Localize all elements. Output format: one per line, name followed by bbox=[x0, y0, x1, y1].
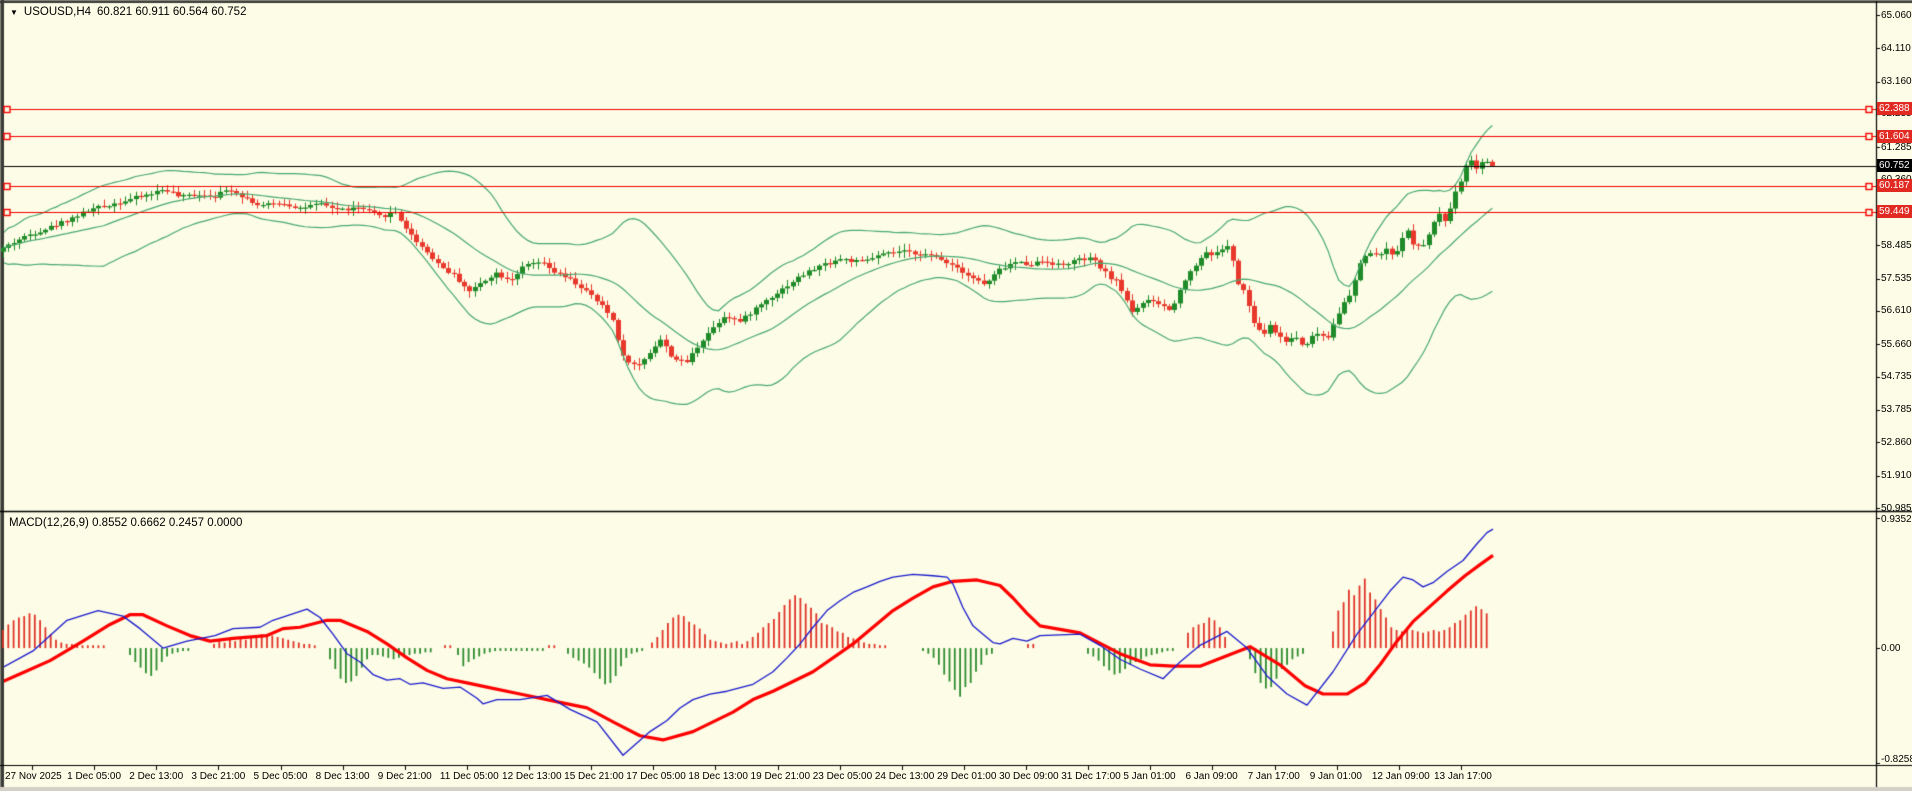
price-tick-label: 53.785 bbox=[1881, 404, 1912, 416]
time-tick-label: 13 Jan 17:00 bbox=[1433, 771, 1492, 782]
time-tick-label: 23 Dec 05:00 bbox=[812, 771, 873, 782]
price-badge-60.752: 60.752 bbox=[1877, 159, 1912, 173]
symbol-dropdown-icon[interactable]: ▼ bbox=[10, 7, 18, 17]
price-tick-label: 51.910 bbox=[1881, 470, 1912, 482]
time-tick-label: 1 Dec 05:00 bbox=[67, 771, 122, 782]
price-tick-label: 55.660 bbox=[1881, 338, 1912, 350]
price-tick-label: 56.610 bbox=[1881, 305, 1912, 317]
price-tick-label: 57.535 bbox=[1881, 273, 1912, 285]
time-tick-label: 12 Dec 13:00 bbox=[502, 771, 562, 782]
chart-title-symbol: USOUSD,H4 bbox=[23, 6, 92, 18]
price-tick-label: 50.985 bbox=[1881, 502, 1912, 514]
chart-title: ▼ USOUSD,H4 60.821 60.911 60.564 60.752 bbox=[10, 6, 246, 18]
time-tick-label: 9 Jan 01:00 bbox=[1309, 771, 1362, 782]
macd-indicator-label: MACD(12,26,9) 0.8552 0.6662 0.2457 0.000… bbox=[9, 517, 243, 529]
time-tick-label: 29 Dec 01:00 bbox=[936, 771, 997, 782]
chart-title-ohlc: 60.821 60.911 60.564 60.752 bbox=[97, 6, 247, 18]
time-tick-label: 30 Dec 09:00 bbox=[999, 771, 1059, 782]
time-tick-label: 27 Nov 2025 bbox=[5, 771, 62, 782]
time-tick-label: 8 Dec 13:00 bbox=[315, 771, 370, 782]
time-tick-label: 11 Dec 05:00 bbox=[439, 771, 499, 782]
time-tick-label: 9 Dec 21:00 bbox=[377, 771, 432, 782]
time-tick-label: 24 Dec 13:00 bbox=[874, 771, 935, 782]
time-tick-label: 15 Dec 21:00 bbox=[564, 771, 624, 782]
price-tick-label: 58.485 bbox=[1881, 239, 1912, 251]
price-tick-label: 61.285 bbox=[1881, 141, 1912, 153]
time-tick-label: 3 Dec 21:00 bbox=[191, 771, 246, 782]
price-tick-label: 54.735 bbox=[1881, 371, 1912, 383]
time-tick-label: 2 Dec 13:00 bbox=[129, 771, 184, 782]
price-tick-label: 52.860 bbox=[1881, 436, 1912, 448]
time-tick-label: 5 Dec 05:00 bbox=[253, 771, 308, 782]
price-badge-59.449: 59.449 bbox=[1877, 205, 1912, 219]
macd-tick-label: 0.00 bbox=[1881, 642, 1901, 654]
time-tick-label: 6 Jan 09:00 bbox=[1185, 771, 1238, 782]
price-tick-label: 64.110 bbox=[1881, 42, 1911, 54]
time-tick-label: 19 Dec 21:00 bbox=[750, 771, 811, 782]
macd-tick-label: 0.9352 bbox=[1881, 514, 1912, 525]
time-tick-label: 31 Dec 17:00 bbox=[1061, 771, 1121, 782]
macd-tick-label: -0.8258 bbox=[1881, 754, 1912, 765]
time-tick-label: 18 Dec 13:00 bbox=[688, 771, 748, 782]
time-tick-label: 17 Dec 05:00 bbox=[626, 771, 686, 782]
time-tick-label: 12 Jan 09:00 bbox=[1371, 771, 1430, 782]
price-badge-60.187: 60.187 bbox=[1877, 179, 1912, 193]
time-tick-label: 5 Jan 01:00 bbox=[1123, 771, 1176, 782]
price-badge-61.604: 61.604 bbox=[1877, 129, 1912, 143]
price-tick-label: 63.160 bbox=[1881, 76, 1912, 88]
time-tick-label: 7 Jan 17:00 bbox=[1247, 771, 1300, 782]
price-badge-62.388: 62.388 bbox=[1877, 102, 1912, 116]
price-tick-label: 65.060 bbox=[1881, 9, 1912, 21]
